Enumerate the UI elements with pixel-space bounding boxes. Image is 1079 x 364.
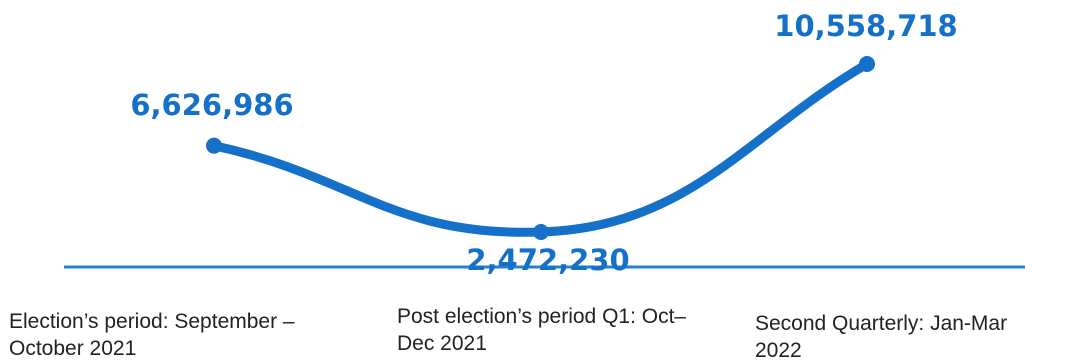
data-point-1: [533, 224, 549, 240]
x-tick-label-0: Election’s period: September – October 2…: [9, 310, 295, 360]
series-line: [209, 59, 872, 237]
x-tick-label-2: Second Quarterly: Jan-Mar 2022: [755, 312, 1008, 362]
data-label-1: 2,472,230: [466, 243, 629, 277]
data-label-2: 10,558,718: [774, 9, 957, 43]
x-tick-label-1: Post election’s period Q1: Oct– Dec 2021: [397, 305, 687, 355]
data-label-0: 6,626,986: [130, 88, 293, 122]
data-point-2: [859, 56, 875, 72]
data-point-0: [206, 137, 222, 154]
